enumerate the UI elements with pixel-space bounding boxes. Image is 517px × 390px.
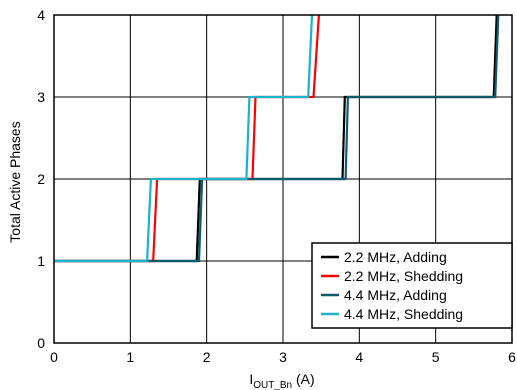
x-tick-label: 5 [432,349,440,365]
tick-labels: 0 1 2 3 4 5 6 0 1 2 3 4 [37,7,516,365]
x-tick-label: 4 [355,349,363,365]
series-line [54,14,498,263]
x-axis-label-unit: (A) [292,371,315,387]
x-tick-label: 2 [203,349,211,365]
series-line [54,14,320,263]
x-tick-label: 3 [279,349,287,365]
x-tick-label: 1 [126,349,134,365]
legend-label: 4.4 MHz, Adding [344,287,447,303]
series-line [54,14,314,263]
y-axis-label: Total Active Phases [7,121,23,242]
y-tick-label: 0 [37,335,45,351]
y-tick-label: 3 [37,89,45,105]
y-tick-label: 1 [37,253,45,269]
legend-box [311,242,513,329]
series-layer [54,14,500,263]
y-tick-label: 2 [37,171,45,187]
legend: 2.2 MHz, Adding 2.2 MHz, Shedding 4.4 MHz,… [311,242,513,329]
x-axis-label: IOUT_Bn (A) [249,371,314,390]
y-tick-label: 4 [37,7,45,23]
x-axis-label-main: I [249,371,253,387]
legend-label: 4.4 MHz, Shedding [344,306,463,322]
plot-frame [53,14,513,344]
series-line [54,14,500,263]
x-tick-label: 6 [508,349,516,365]
legend-label: 2.2 MHz, Shedding [344,268,463,284]
legend-label: 2.2 MHz, Adding [344,249,447,265]
x-tick-label: 0 [50,349,58,365]
x-axis-label-subscript: OUT_Bn [253,380,292,390]
